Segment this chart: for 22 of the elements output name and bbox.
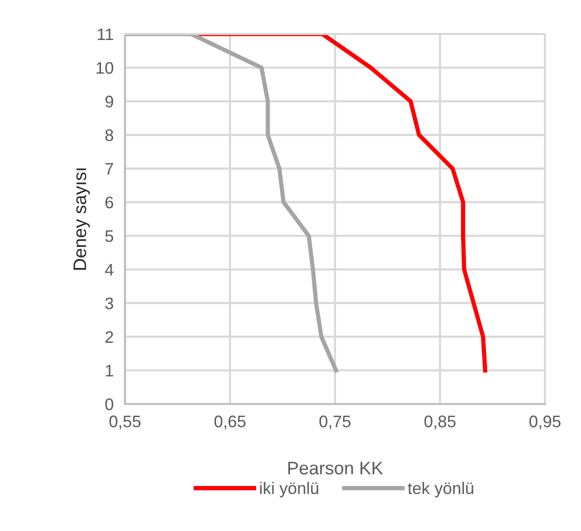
- legend-label: tek yönlü: [408, 482, 474, 498]
- x-tick-label: 0,95: [529, 416, 561, 430]
- y-tick-label: 10: [96, 62, 114, 74]
- y-tick-label: 9: [105, 96, 114, 108]
- y-tick-label: 2: [105, 331, 114, 343]
- line-series: [125, 34, 338, 372]
- y-tick-label: 8: [105, 129, 114, 142]
- x-tick-label: 0,85: [424, 416, 456, 430]
- y-tick-label: 1: [106, 364, 114, 376]
- x-tick-label: 0,55: [109, 416, 141, 430]
- y-tick-label: 4: [105, 264, 114, 276]
- y-tick-label: 6: [105, 196, 114, 208]
- legend-label: iki yönlü: [260, 482, 318, 498]
- y-tick-label: 0: [105, 398, 114, 410]
- y-tick-label: 5: [105, 230, 114, 242]
- y-tick-label: 7: [105, 163, 114, 175]
- y-tick-label: 11: [98, 28, 114, 40]
- y-axis-title: Deney sayısı: [74, 168, 90, 270]
- y-tick-label: 3: [105, 297, 114, 310]
- x-tick-label: 0,65: [214, 416, 246, 430]
- x-axis-title: Pearson KK: [288, 462, 383, 474]
- x-tick-label: 0,75: [319, 416, 351, 430]
